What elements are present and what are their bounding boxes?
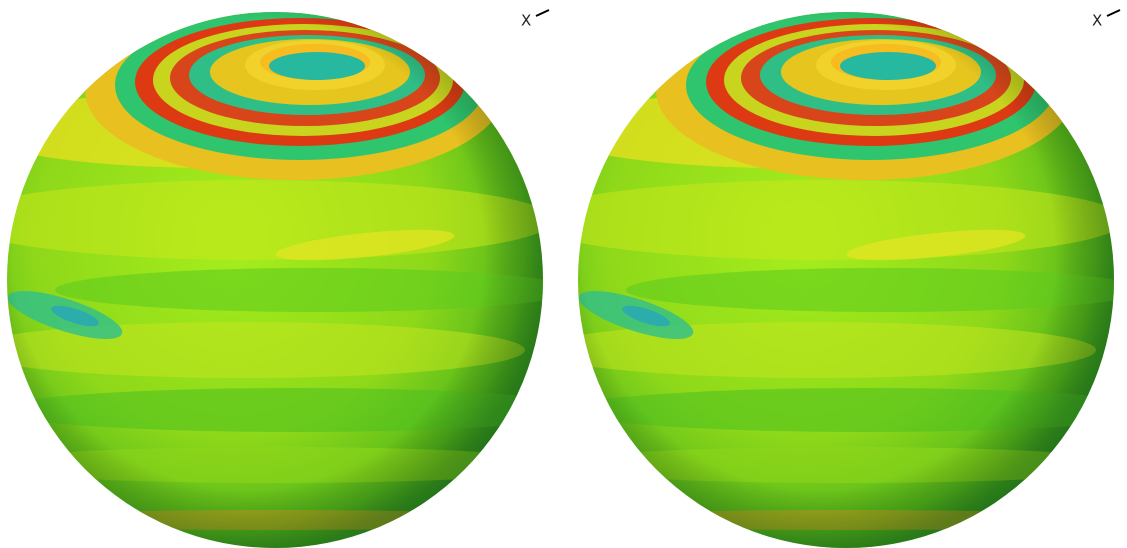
sphere-right [526,0,1127,548]
viewer: X X [0,0,1127,548]
axis-indicator [536,10,549,16]
axis-label: X [1092,12,1102,30]
sphere-left [0,0,595,548]
axis-indicator [1107,10,1120,16]
page: X X (() => { const data = JSON.parse(doc… [0,0,1127,548]
axis-label: X [521,12,531,30]
